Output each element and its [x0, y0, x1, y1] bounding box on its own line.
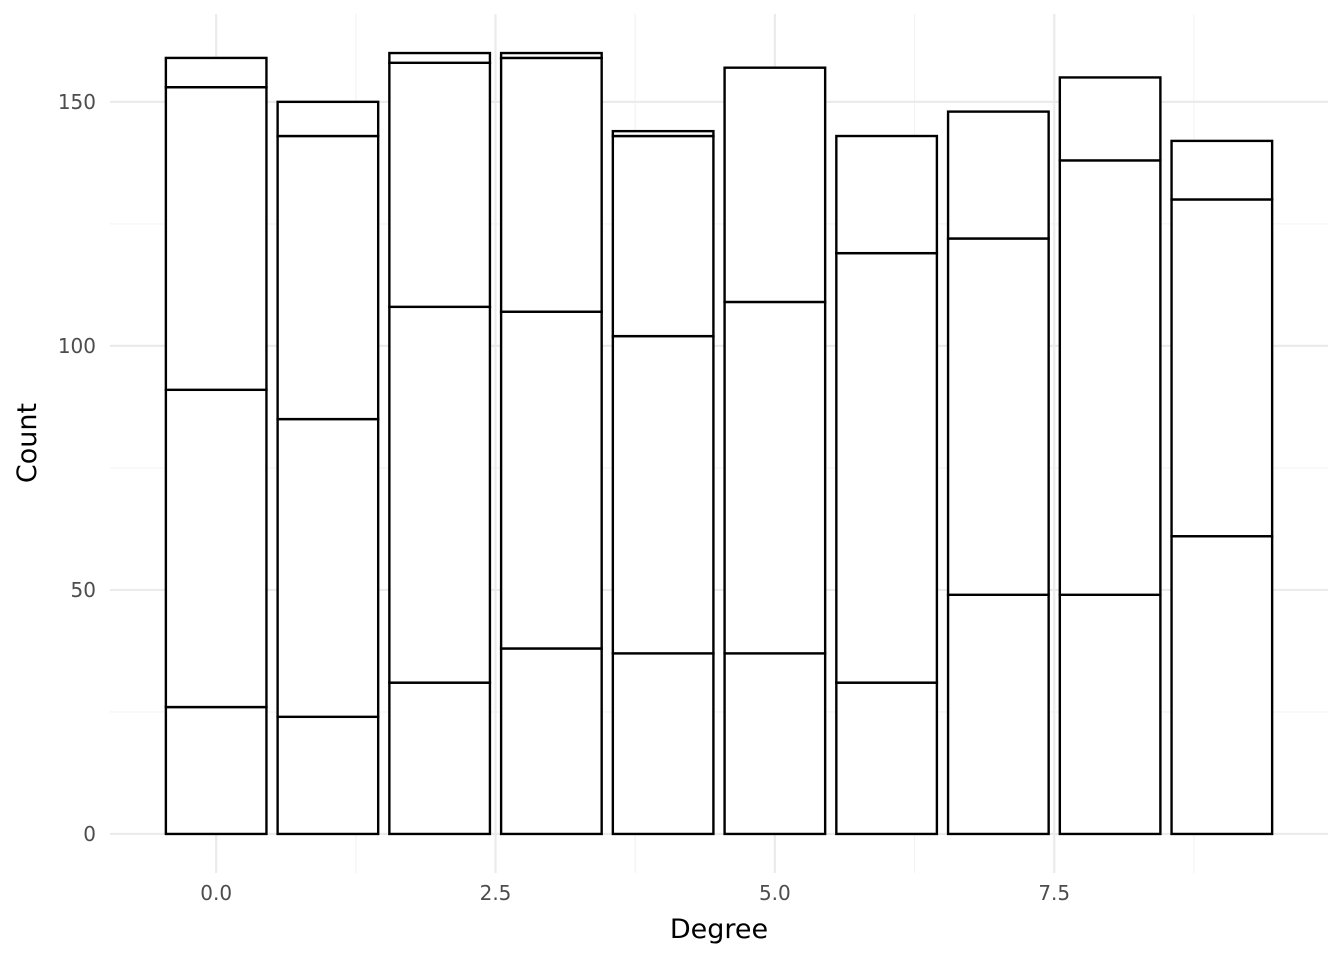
bar-degree-0 [164, 56, 268, 836]
bar-segment [611, 134, 715, 338]
bar-degree-2 [388, 51, 492, 836]
bar-segment [388, 681, 492, 836]
bar-segment [611, 129, 715, 138]
bar-segment [499, 56, 603, 313]
x-tick-labels: 0.0 2.5 5.0 7.5 [200, 881, 1070, 905]
y-axis-title: Count [12, 403, 43, 483]
bar-segment [1058, 593, 1162, 836]
bars [164, 51, 1274, 836]
bar-degree-1 [276, 100, 380, 836]
bar-segment [499, 647, 603, 836]
bar-segment [499, 51, 603, 60]
bar-segment [1170, 139, 1274, 201]
x-tick-label: 2.5 [480, 881, 512, 905]
bar-segment [388, 51, 492, 65]
x-tick-label: 7.5 [1038, 881, 1070, 905]
bar-segment [164, 56, 268, 89]
bar-segment [276, 134, 380, 421]
x-axis-title: Degree [670, 914, 768, 945]
bar-segment [946, 237, 1050, 597]
bar-degree-6 [835, 134, 939, 836]
bar-segment [276, 715, 380, 836]
bar-degree-5 [723, 66, 827, 836]
bar-segment [835, 251, 939, 684]
bar-segment [276, 417, 380, 719]
bar-segment [611, 652, 715, 836]
bar-segment [611, 334, 715, 655]
bar-segment [276, 100, 380, 138]
bar-segment [723, 652, 827, 836]
bar-segment [723, 300, 827, 655]
x-tick-label: 0.0 [200, 881, 232, 905]
x-tick-label: 5.0 [759, 881, 791, 905]
bar-segment [946, 110, 1050, 240]
bar-segment [388, 305, 492, 684]
bar-segment [499, 310, 603, 650]
bar-segment [835, 134, 939, 255]
bar-degree-7 [946, 110, 1050, 836]
bar-degree-3 [499, 51, 603, 836]
y-tick-label: 0 [83, 822, 96, 846]
bar-degree-9 [1170, 139, 1274, 836]
bar-segment [946, 593, 1050, 836]
bar-segment [723, 66, 827, 304]
bar-segment [164, 86, 268, 392]
y-tick-label: 100 [58, 334, 96, 358]
bar-degree-4 [611, 129, 715, 836]
bar-segment [1058, 159, 1162, 597]
bar-segment [1170, 535, 1274, 836]
bar-segment [164, 388, 268, 709]
y-tick-labels: 0 50 100 150 [58, 90, 96, 846]
y-tick-label: 150 [58, 90, 96, 114]
bar-segment [1170, 198, 1274, 538]
bar-segment [1058, 76, 1162, 162]
y-tick-label: 50 [71, 578, 96, 602]
bar-segment [388, 61, 492, 309]
bar-segment [164, 705, 268, 836]
bar-segment [835, 681, 939, 836]
bar-degree-8 [1058, 76, 1162, 836]
